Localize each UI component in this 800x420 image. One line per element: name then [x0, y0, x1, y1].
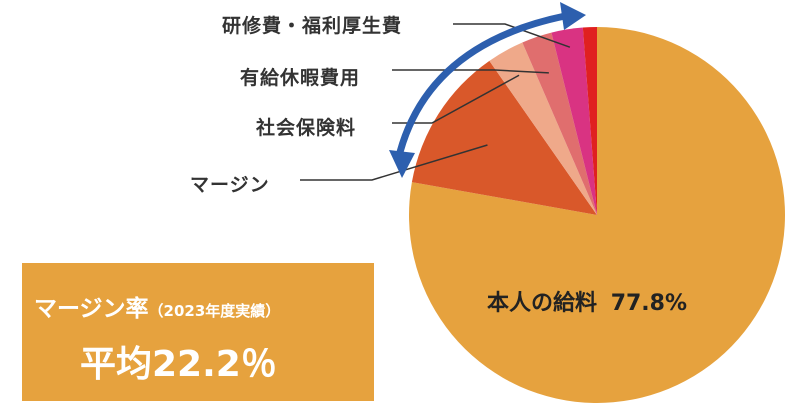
leader-line-paid-leave	[392, 69, 549, 74]
arrow-head-top	[560, 2, 586, 30]
arrow-head-bottom	[389, 150, 415, 178]
margin-rate-box: マージン率（2023年度実績） 平均22.2％	[22, 263, 374, 401]
label-paid-leave: 有給休暇費用	[240, 67, 361, 89]
margin-range-arrow	[394, 12, 566, 161]
margin-rate-average: 平均22.2％	[80, 344, 277, 385]
main-slice-label: 本人の給料 77.8%	[487, 285, 687, 317]
main-slice-name: 本人の給料	[487, 291, 598, 316]
pie-slice	[489, 42, 597, 216]
leader-line-social-insurance	[392, 74, 520, 124]
leader-line-training-welfare	[453, 23, 571, 48]
main-slice-value: 77.8%	[610, 291, 688, 316]
pie-slice	[582, 27, 597, 215]
label-margin: マージン	[190, 174, 270, 196]
label-training-welfare: 研修費・福利厚生費	[222, 15, 403, 37]
margin-rate-note: （2023年度実績）	[148, 302, 281, 320]
margin-rate-heading: マージン率（2023年度実績）	[34, 289, 280, 323]
label-social-insurance: 社会保険料	[256, 117, 357, 139]
pie-slice	[522, 32, 597, 216]
margin-rate-title: マージン率	[34, 296, 149, 322]
leader-line-margin	[300, 144, 488, 181]
pie-slice	[551, 27, 597, 216]
pie-slice	[411, 60, 597, 216]
